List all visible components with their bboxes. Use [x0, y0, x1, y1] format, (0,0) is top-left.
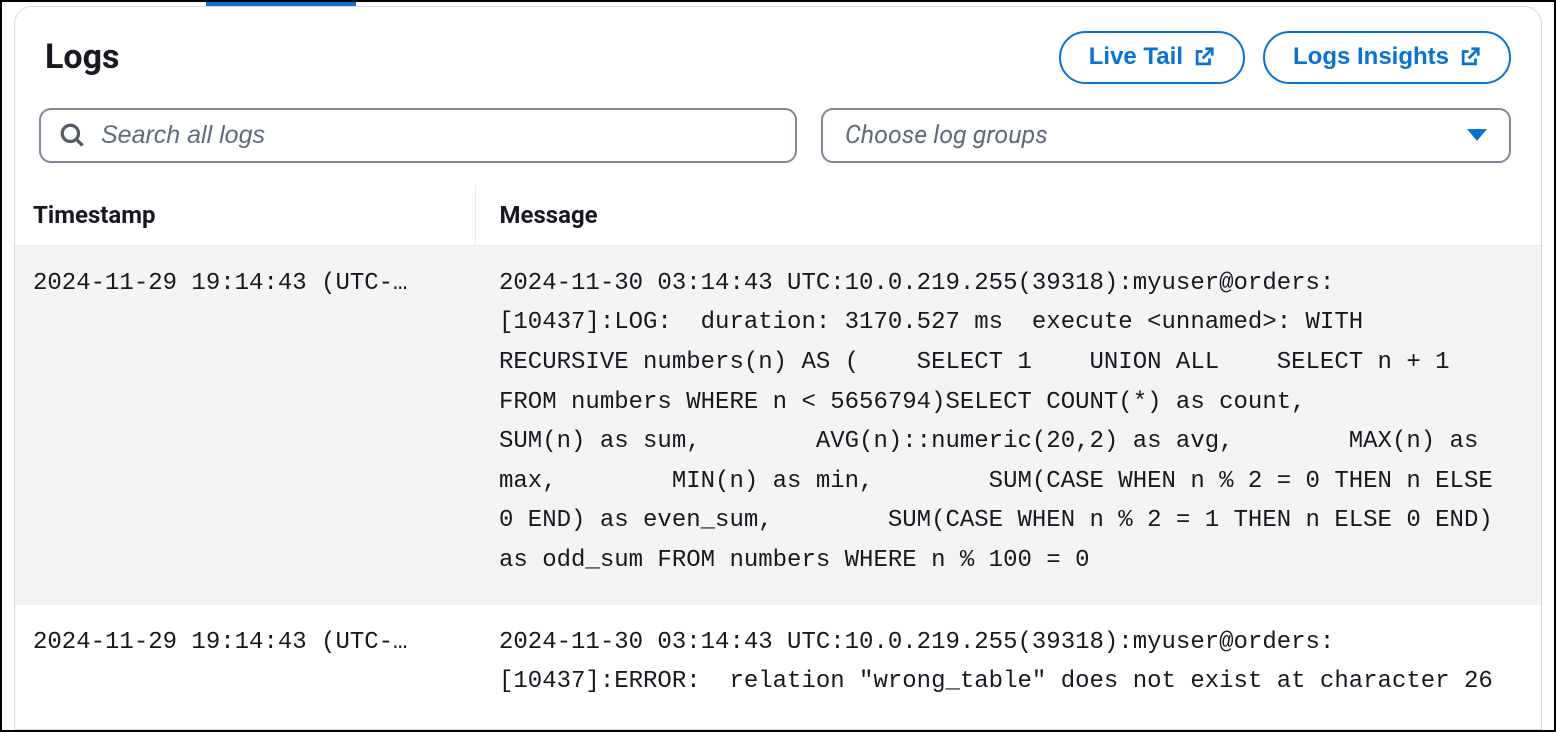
panel-header: Logs Live Tail Logs Insights: [15, 7, 1541, 100]
cell-message: 2024-11-30 03:14:43 UTC:10.0.219.255(393…: [475, 605, 1541, 726]
column-header-timestamp[interactable]: Timestamp: [15, 185, 475, 246]
search-icon: [59, 122, 85, 148]
live-tail-label: Live Tail: [1089, 43, 1183, 72]
header-actions: Live Tail Logs Insights: [1059, 31, 1511, 84]
logs-insights-button[interactable]: Logs Insights: [1263, 31, 1511, 84]
search-input-container[interactable]: [39, 108, 797, 163]
column-header-message[interactable]: Message: [475, 185, 1541, 246]
external-link-icon: [1193, 46, 1215, 68]
page-title: Logs: [45, 37, 119, 77]
logs-insights-label: Logs Insights: [1293, 43, 1449, 72]
live-tail-button[interactable]: Live Tail: [1059, 31, 1245, 84]
table-row[interactable]: 2024-11-29 19:14:43 (UTC-… 2024-11-30 03…: [15, 245, 1541, 604]
active-tab-indicator: [206, 2, 356, 6]
external-link-icon: [1459, 46, 1481, 68]
table-header-row: Timestamp Message: [15, 185, 1541, 246]
cell-message: 2024-11-30 03:14:43 UTC:10.0.219.255(393…: [475, 245, 1541, 604]
log-groups-placeholder: Choose log groups: [845, 121, 1048, 150]
cell-timestamp: 2024-11-29 19:14:43 (UTC-…: [15, 245, 475, 604]
logs-panel: Logs Live Tail Logs Insights: [14, 6, 1542, 730]
caret-down-icon: [1467, 129, 1487, 141]
table-row[interactable]: 2024-11-29 19:14:43 (UTC-… 2024-11-30 03…: [15, 605, 1541, 726]
cell-timestamp: 2024-11-29 19:14:43 (UTC-…: [15, 605, 475, 726]
logs-table: Timestamp Message 2024-11-29 19:14:43 (U…: [15, 185, 1541, 726]
filters-row: Choose log groups: [33, 100, 1541, 185]
search-input[interactable]: [99, 120, 777, 151]
log-groups-dropdown[interactable]: Choose log groups: [821, 108, 1511, 163]
